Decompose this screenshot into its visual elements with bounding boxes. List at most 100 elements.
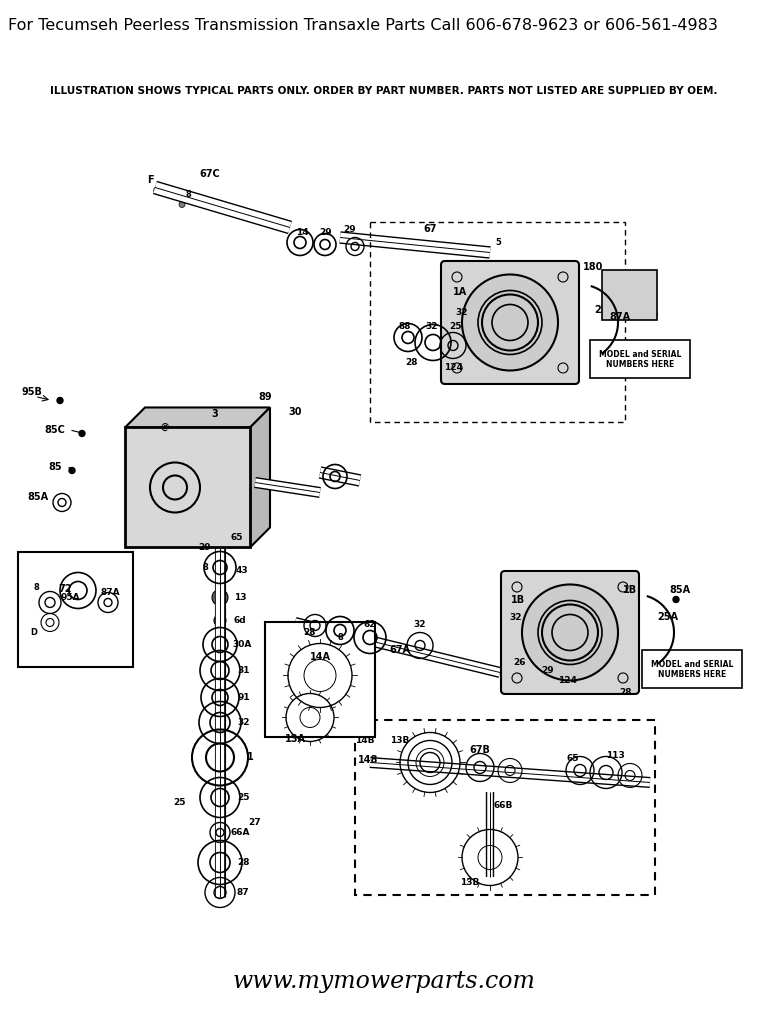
Text: 85A: 85A bbox=[670, 586, 690, 596]
Bar bbox=[642, 650, 742, 688]
Circle shape bbox=[673, 596, 679, 602]
Circle shape bbox=[647, 309, 657, 319]
Text: 13A: 13A bbox=[284, 734, 306, 744]
Text: MODEL and SERIAL
NUMBERS HERE: MODEL and SERIAL NUMBERS HERE bbox=[599, 350, 681, 370]
Text: 62: 62 bbox=[364, 620, 376, 629]
Text: 8: 8 bbox=[202, 563, 208, 572]
Text: 124: 124 bbox=[558, 676, 577, 685]
Text: 5: 5 bbox=[495, 238, 501, 247]
Circle shape bbox=[522, 585, 618, 681]
Text: 87A: 87A bbox=[100, 588, 120, 597]
Text: 65: 65 bbox=[567, 754, 579, 763]
Text: 30: 30 bbox=[288, 408, 302, 418]
Text: 29: 29 bbox=[541, 666, 554, 675]
Circle shape bbox=[57, 397, 63, 403]
Text: 8: 8 bbox=[33, 583, 39, 592]
Text: 28: 28 bbox=[619, 688, 631, 697]
Circle shape bbox=[69, 468, 75, 473]
Text: 87A: 87A bbox=[610, 312, 631, 323]
Text: 14: 14 bbox=[296, 228, 308, 237]
Text: 66B: 66B bbox=[493, 801, 513, 810]
Text: 31: 31 bbox=[238, 666, 250, 675]
Text: 124: 124 bbox=[444, 362, 462, 372]
Circle shape bbox=[79, 430, 85, 436]
Text: 8: 8 bbox=[337, 633, 343, 642]
Text: 32: 32 bbox=[238, 718, 250, 727]
Text: 95A: 95A bbox=[60, 593, 80, 602]
Bar bbox=[355, 721, 655, 895]
Circle shape bbox=[212, 590, 228, 605]
Text: For Tecumseh Peerless Transmission Transaxle Parts Call 606-678-9623 or 606-561-: For Tecumseh Peerless Transmission Trans… bbox=[8, 18, 717, 34]
Text: 14B: 14B bbox=[356, 736, 375, 745]
Text: 32: 32 bbox=[414, 620, 426, 629]
Text: 25: 25 bbox=[449, 322, 462, 331]
Text: 25: 25 bbox=[238, 793, 250, 802]
Circle shape bbox=[214, 614, 226, 627]
Text: ILLUSTRATION SHOWS TYPICAL PARTS ONLY. ORDER BY PART NUMBER. PARTS NOT LISTED AR: ILLUSTRATION SHOWS TYPICAL PARTS ONLY. O… bbox=[50, 86, 718, 96]
Text: 29: 29 bbox=[199, 543, 211, 552]
Text: 32: 32 bbox=[510, 613, 522, 622]
Text: 25A: 25A bbox=[657, 612, 678, 623]
Text: 89: 89 bbox=[258, 392, 272, 402]
Text: 32: 32 bbox=[455, 308, 468, 317]
Text: 8: 8 bbox=[185, 190, 191, 199]
Text: 91: 91 bbox=[237, 693, 250, 702]
Text: 13B: 13B bbox=[460, 878, 480, 887]
Text: 85: 85 bbox=[48, 463, 61, 472]
Text: 28: 28 bbox=[238, 858, 250, 867]
Text: 148: 148 bbox=[358, 756, 378, 766]
Text: 85A: 85A bbox=[28, 493, 48, 503]
Text: 29: 29 bbox=[344, 225, 356, 233]
Text: 3: 3 bbox=[212, 410, 218, 420]
Text: 65: 65 bbox=[230, 532, 243, 542]
Bar bbox=[370, 222, 625, 423]
Text: 180: 180 bbox=[583, 262, 603, 272]
Text: 87: 87 bbox=[237, 888, 250, 897]
Text: 25A: 25A bbox=[594, 305, 615, 315]
Circle shape bbox=[611, 281, 619, 289]
Text: 32: 32 bbox=[425, 322, 439, 331]
Text: 1B: 1B bbox=[623, 586, 637, 596]
Text: 1A: 1A bbox=[453, 288, 467, 298]
Circle shape bbox=[154, 186, 162, 195]
Text: 67C: 67C bbox=[200, 170, 220, 179]
Text: 1B: 1B bbox=[511, 596, 525, 605]
Text: 29: 29 bbox=[319, 228, 333, 237]
Text: 30A: 30A bbox=[232, 640, 252, 649]
Text: 67A: 67A bbox=[389, 645, 411, 655]
Circle shape bbox=[179, 202, 185, 208]
Polygon shape bbox=[125, 408, 270, 427]
FancyBboxPatch shape bbox=[501, 571, 639, 694]
Text: 13: 13 bbox=[233, 593, 247, 602]
FancyBboxPatch shape bbox=[441, 261, 579, 384]
Text: 88: 88 bbox=[399, 322, 411, 331]
Text: 28: 28 bbox=[304, 628, 316, 637]
Text: 28: 28 bbox=[406, 358, 419, 367]
Text: 6d: 6d bbox=[233, 616, 247, 625]
Text: 43: 43 bbox=[236, 566, 248, 575]
Text: 67B: 67B bbox=[469, 745, 491, 756]
Text: 25: 25 bbox=[174, 798, 187, 807]
Text: 85C: 85C bbox=[45, 426, 65, 435]
Text: 26: 26 bbox=[514, 658, 526, 667]
Text: D: D bbox=[31, 628, 38, 637]
Text: 95B: 95B bbox=[22, 387, 42, 397]
Text: 1: 1 bbox=[247, 753, 253, 763]
Text: 72: 72 bbox=[58, 585, 71, 595]
Text: 113: 113 bbox=[606, 751, 624, 760]
Text: 66A: 66A bbox=[230, 828, 250, 837]
Circle shape bbox=[462, 274, 558, 371]
Text: F: F bbox=[147, 175, 154, 185]
Polygon shape bbox=[250, 408, 270, 548]
Text: @: @ bbox=[161, 423, 169, 432]
Text: 13B: 13B bbox=[390, 736, 409, 745]
Text: www.mymowerparts.com: www.mymowerparts.com bbox=[233, 971, 535, 993]
Bar bbox=[590, 340, 690, 379]
Text: 27: 27 bbox=[249, 818, 261, 827]
Text: 14A: 14A bbox=[310, 652, 330, 663]
Text: MODEL and SERIAL
NUMBERS HERE: MODEL and SERIAL NUMBERS HERE bbox=[650, 659, 733, 679]
Bar bbox=[18, 553, 133, 668]
Bar bbox=[265, 623, 375, 737]
Text: 67: 67 bbox=[423, 224, 437, 234]
Circle shape bbox=[210, 532, 220, 543]
